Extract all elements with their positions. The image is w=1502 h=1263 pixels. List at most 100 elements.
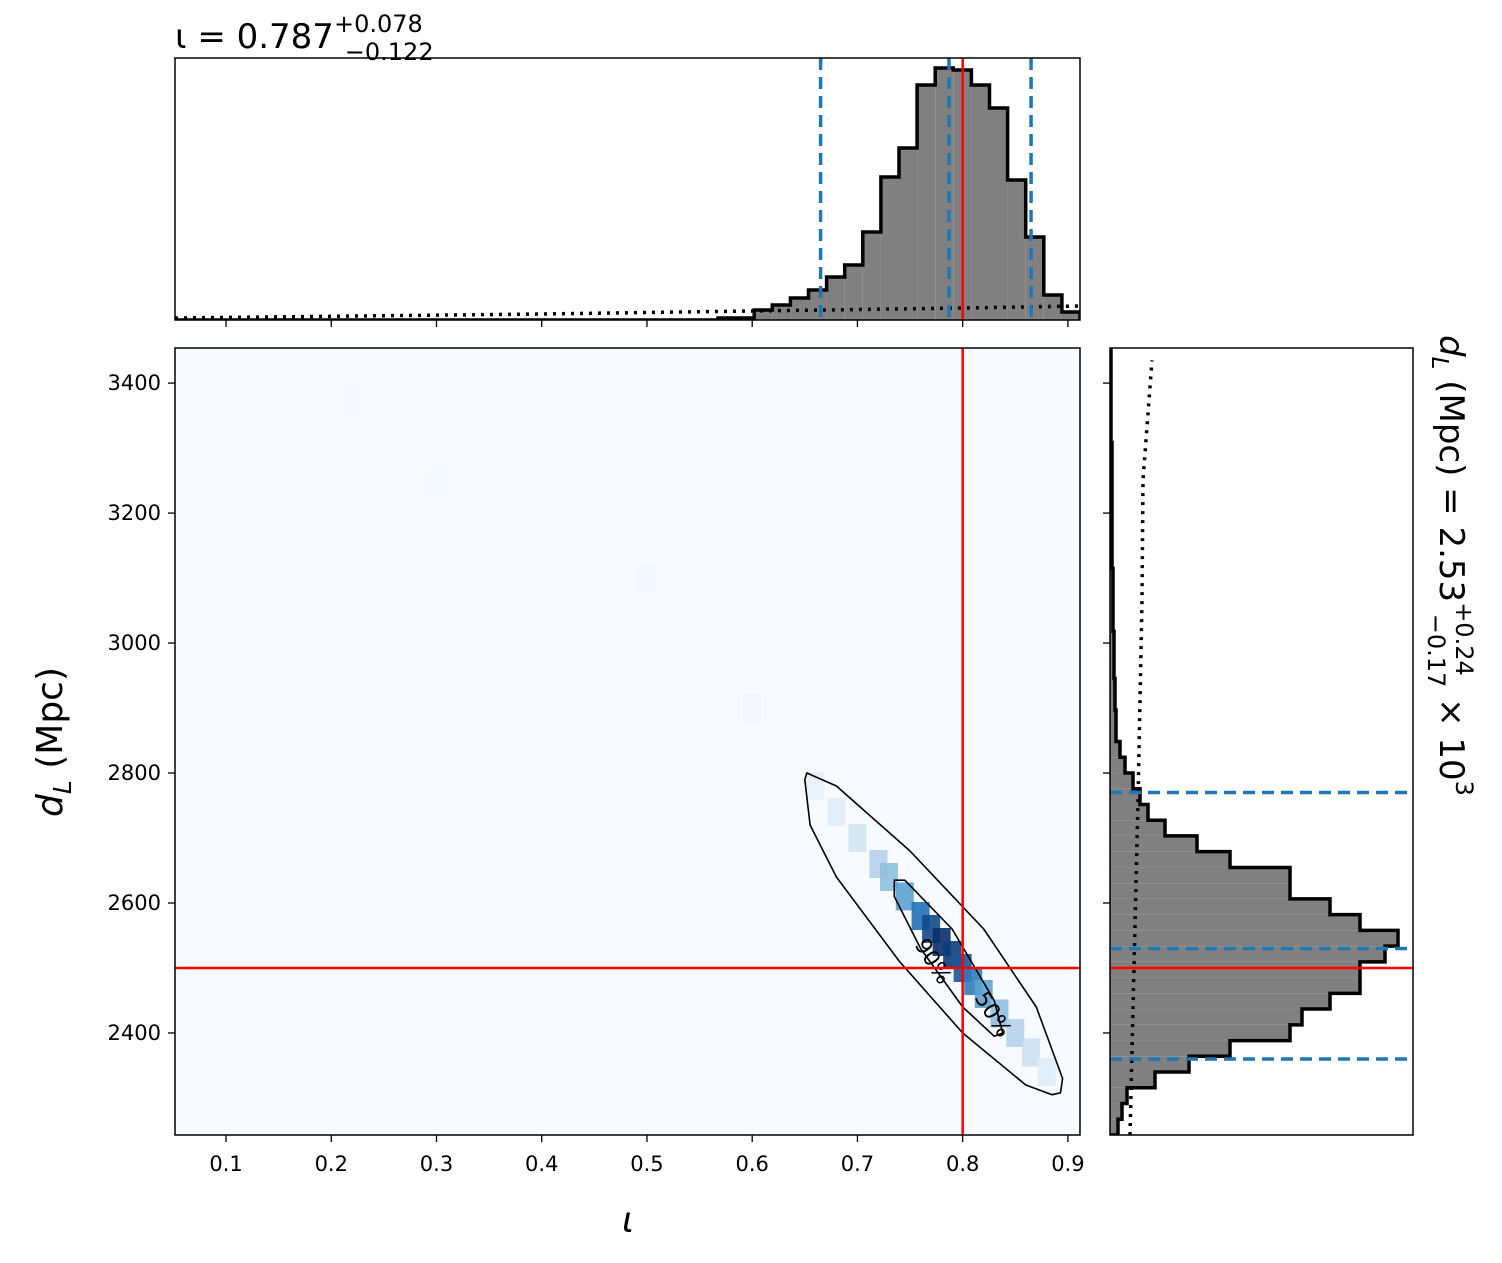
hist-outline [1110, 348, 1400, 1135]
x-axis-label: ι [622, 1200, 634, 1241]
hist-bar [844, 265, 863, 320]
heatmap-cell [637, 564, 656, 593]
contour [804, 772, 1064, 1096]
heatmap-cell [343, 388, 362, 417]
hist-plot [1110, 348, 1413, 1135]
title-plus: +0.078 [334, 10, 423, 38]
hist-bar [826, 277, 845, 320]
hist-bar [1110, 867, 1290, 884]
x-tick-label: 0.3 [420, 1152, 453, 1176]
title-mid: (Mpc) = 2.53 [1431, 369, 1471, 602]
hist-bar [1110, 772, 1133, 789]
axes-frame [174, 347, 1081, 1136]
y-label-group: dL (Mpc) [30, 667, 77, 817]
hist-bar [880, 177, 899, 320]
hist-bar [1110, 1087, 1127, 1104]
title-minus: −0.122 [345, 38, 434, 66]
hist-bar [1110, 898, 1330, 915]
hist-plot [175, 58, 1080, 320]
axes-frame [174, 57, 1081, 321]
prior-line [1128, 360, 1154, 1135]
hist-bar [754, 310, 773, 320]
contour [893, 879, 1004, 1037]
hist-bar [1110, 1119, 1118, 1135]
hist-bar [1110, 804, 1148, 821]
axes-frame [1109, 347, 1414, 1136]
hist-bar [1110, 1040, 1230, 1057]
ylabel-sub: L [48, 780, 77, 794]
hist-bar [1110, 710, 1116, 726]
heatmap-cell [1006, 1018, 1025, 1047]
hist-bar [1110, 930, 1398, 947]
hist-bar [790, 298, 809, 320]
x-tick-label: 0.2 [315, 1152, 348, 1176]
right-title-group: dL (Mpc) = 2.53+0.24−0.17 × 103 [1422, 335, 1478, 796]
x-tick-label: 0.6 [735, 1152, 768, 1176]
title-minus: −0.17 [1422, 614, 1450, 688]
hist-bar [1110, 662, 1114, 679]
hist-bar [1110, 741, 1120, 758]
hist-bar [862, 232, 881, 320]
hist-bar [1110, 631, 1114, 648]
y-tick-label: 2400 [108, 1021, 161, 1045]
y-tick-label: 3200 [108, 501, 161, 525]
hist-bar [1110, 1009, 1302, 1025]
title-plus: +0.24 [1450, 602, 1478, 676]
hist-bar [989, 108, 1008, 320]
y-tick-label: 2800 [108, 761, 161, 785]
hist-bar [971, 85, 990, 320]
y-tick-label: 3000 [108, 631, 161, 655]
heatmap-cell [827, 798, 846, 827]
heatmap-cell [743, 694, 762, 723]
hist-bar [1110, 914, 1360, 931]
hist-bar [1110, 1024, 1290, 1041]
x-tick-label: 0.5 [630, 1152, 663, 1176]
x-tick-label: 0.4 [525, 1152, 558, 1176]
hist-bar [1007, 180, 1026, 320]
heatmap-cell [974, 979, 993, 1008]
hist-bar [772, 305, 791, 320]
hist-bar [1110, 678, 1115, 695]
title-exp: 3 [1450, 781, 1478, 796]
hist-bar [808, 290, 827, 320]
top-title: ι = 0.787+0.078 −0.122 [175, 10, 434, 66]
hist-bar [1110, 977, 1360, 994]
hist-bar [1110, 757, 1125, 773]
x-tick-label: 0.8 [946, 1152, 979, 1176]
hist-bar [1110, 1103, 1122, 1120]
title-sub: L [1426, 357, 1452, 370]
hist-outline [175, 66, 1080, 320]
title-d: d [1431, 335, 1471, 357]
prior-line [175, 304, 1080, 320]
hist-bar [917, 85, 936, 320]
x-tick-label: 0.1 [209, 1152, 242, 1176]
y-tick-label: 2600 [108, 891, 161, 915]
heatmap-cell [1037, 1057, 1056, 1086]
main-plot [175, 348, 1080, 1135]
title-times: × 10 [1431, 687, 1471, 780]
y-tick-label: 3400 [108, 371, 161, 395]
hist-bar [899, 148, 918, 320]
y-axis-label: dL (Mpc) [30, 667, 77, 817]
title-main: ι = 0.787 [175, 17, 334, 57]
heatmap-background [175, 348, 1080, 1135]
x-tick-label: 0.9 [1051, 1152, 1084, 1176]
hist-bar [1110, 993, 1330, 1010]
hist-bar [1043, 295, 1062, 320]
hist-bar [1110, 725, 1116, 742]
hist-bar [1110, 694, 1115, 711]
hist-bar [1110, 647, 1114, 663]
heatmap-cell [427, 466, 446, 495]
right-title: dL (Mpc) = 2.53+0.24−0.17 × 103 [1422, 335, 1478, 796]
ylabel-rest: (Mpc) [30, 667, 71, 780]
heatmap-cell [895, 882, 914, 911]
ylabel-d: d [30, 793, 71, 817]
hist-bar [1061, 312, 1080, 320]
hist-bar [1110, 835, 1197, 852]
x-tick-label: 0.7 [841, 1152, 874, 1176]
hist-bar [1110, 883, 1290, 899]
heatmap-cell [848, 824, 867, 853]
hist-bar [1110, 851, 1230, 868]
